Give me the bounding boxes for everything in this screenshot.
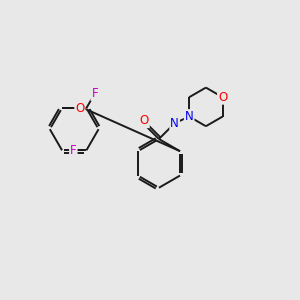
Text: F: F — [70, 144, 76, 157]
Text: O: O — [140, 114, 149, 127]
Text: F: F — [92, 87, 98, 100]
Text: O: O — [75, 102, 85, 115]
Text: O: O — [218, 91, 227, 104]
Text: N: N — [170, 117, 179, 130]
Text: N: N — [185, 110, 194, 123]
